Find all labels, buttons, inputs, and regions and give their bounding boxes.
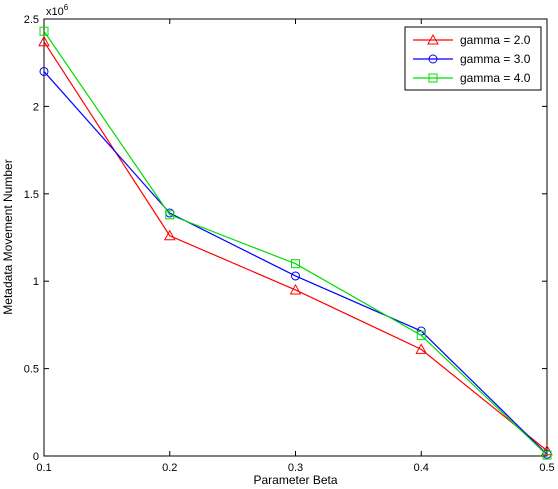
legend-label: gamma = 4.0: [460, 71, 531, 85]
y-tick-label: 1: [33, 276, 39, 288]
x-tick-label: 0.4: [414, 462, 429, 474]
x-tick-label: 0.1: [36, 462, 51, 474]
x-tick-label: 0.3: [288, 462, 303, 474]
data-point: [39, 26, 49, 36]
series-square: [39, 26, 552, 460]
data-point: [291, 259, 300, 269]
y-tick-label: 2.5: [24, 14, 39, 26]
data-point: [163, 229, 176, 241]
x-tick-label: 0.5: [539, 462, 554, 474]
data-point: [415, 343, 428, 354]
series-line: [43, 71, 548, 455]
series-line: [43, 30, 548, 456]
data-point: [542, 450, 552, 460]
axis-ticks: 0.1 0.2 0.3 0.4 0.5 0 0.5 1 1.5 2 2.5: [24, 14, 555, 474]
legend: gamma = 2.0 gamma = 3.0 gamma = 4.0: [404, 26, 542, 91]
legend-marker: [427, 33, 439, 45]
data-point: [39, 66, 49, 76]
y-tick-label: 0: [33, 451, 39, 463]
data-point: [38, 35, 50, 47]
y-axis-multiplier: x106: [46, 3, 69, 18]
legend-label: gamma = 2.0: [460, 33, 531, 47]
y-tick-label: 0.5: [24, 364, 39, 376]
series-triangle: [38, 35, 553, 456]
legend-marker: [428, 73, 438, 83]
x-tick-label: 0.2: [162, 462, 177, 474]
legend-entry: gamma = 2.0: [413, 33, 531, 47]
legend-entry: gamma = 4.0: [413, 71, 531, 85]
data-point: [165, 210, 175, 220]
legend-label: gamma = 3.0: [460, 52, 531, 66]
series-line: [43, 41, 548, 452]
y-tick-label: 2: [33, 101, 39, 113]
data-point: [289, 283, 302, 295]
legend-marker: [428, 54, 438, 64]
y-axis-label: Metadata Movement Number: [1, 159, 15, 314]
data-point: [416, 330, 426, 340]
data-point: [291, 271, 300, 281]
x-axis-label: Parameter Beta: [253, 473, 337, 487]
legend-entry: gamma = 3.0: [413, 52, 531, 66]
y-tick-label: 1.5: [24, 189, 39, 201]
series-layer: [38, 26, 553, 460]
